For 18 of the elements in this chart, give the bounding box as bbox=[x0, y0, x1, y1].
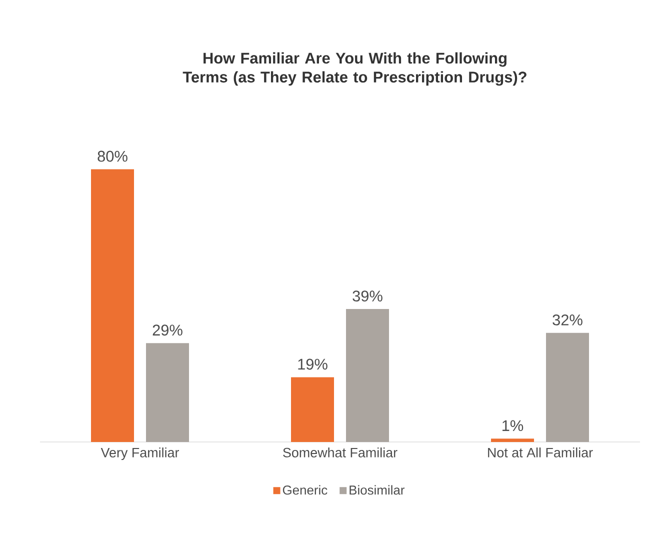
chart-title: How Familiar Are You With the Following Terms (as They Relate to Prescription Drugs)? bbox=[182, 52, 526, 86]
x-tick-label: Somewhat Familiar bbox=[283, 448, 398, 458]
data-label: 39% bbox=[352, 290, 382, 302]
bar bbox=[491, 438, 534, 442]
x-tick-label: Not at All Familiar bbox=[488, 448, 593, 458]
data-label: 32% bbox=[552, 314, 582, 326]
bar bbox=[546, 332, 590, 442]
bar bbox=[291, 377, 334, 442]
data-label: 80% bbox=[98, 150, 128, 162]
legend-label: Generic bbox=[282, 485, 328, 495]
bar bbox=[146, 343, 190, 442]
data-label: 19% bbox=[298, 358, 328, 370]
bar bbox=[91, 169, 134, 442]
legend-label: Biosimilar bbox=[350, 485, 405, 495]
data-label: 1% bbox=[502, 420, 524, 432]
bar bbox=[346, 309, 390, 442]
x-tick-label: Very Familiar bbox=[100, 448, 179, 460]
data-label: 29% bbox=[152, 324, 182, 336]
